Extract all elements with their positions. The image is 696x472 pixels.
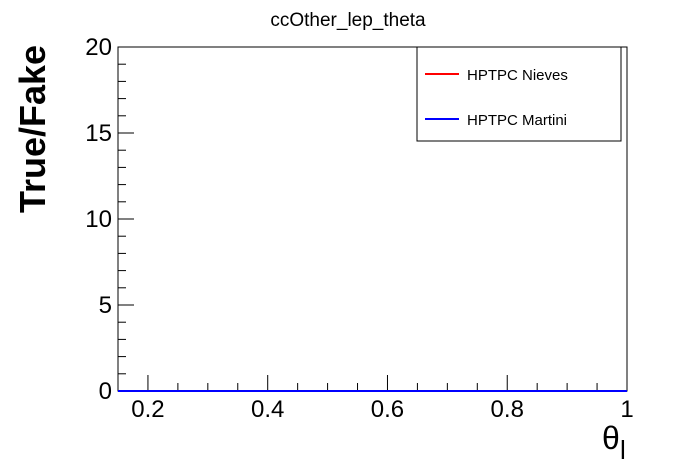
y-axis: 0 5 10 15 20 [85, 34, 134, 405]
y-tick-label: 0 [99, 378, 112, 405]
x-axis-label-main: θ [602, 420, 620, 456]
x-tick-label: 1 [620, 396, 633, 423]
x-axis-label-sub: l [620, 435, 626, 465]
y-axis-label: True/Fake [12, 45, 53, 213]
x-tick-label: 0.6 [371, 396, 404, 423]
legend-label-martini: HPTPC Martini [467, 112, 567, 129]
x-tick-label: 0.4 [251, 396, 284, 423]
legend: HPTPC Nieves HPTPC Martini [416, 46, 622, 142]
x-axis: 0.2 0.4 0.6 0.8 1 [117, 375, 634, 423]
y-tick-label: 5 [99, 292, 112, 319]
x-axis-label: θ l [602, 420, 626, 465]
chart-title: ccOther_lep_theta [270, 10, 426, 31]
x-tick-label: 0.2 [131, 396, 164, 423]
y-tick-label: 15 [85, 120, 112, 147]
legend-label-nieves: HPTPC Nieves [467, 67, 568, 84]
y-tick-label: 10 [85, 206, 112, 233]
legend-box [416, 46, 622, 142]
y-tick-label: 20 [85, 34, 112, 61]
x-tick-label: 0.8 [491, 396, 524, 423]
